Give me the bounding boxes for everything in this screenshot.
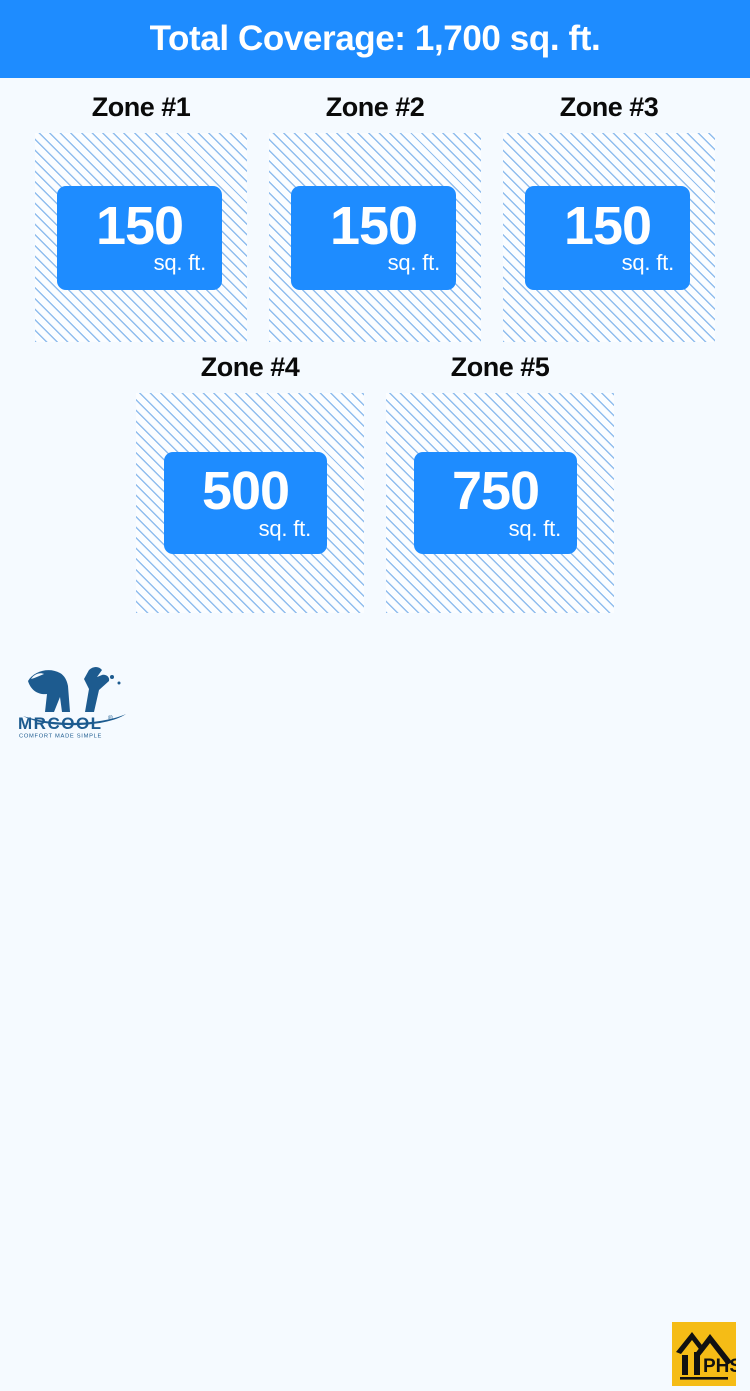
registered-trademark-icon: ® — [108, 714, 113, 722]
zone-row-top: Zone #1 150 sq. ft. Zone #2 150 sq. ft. … — [0, 78, 750, 342]
polar-bear-icon: MRCOOL ® COMFORT MADE SIMPLE — [18, 667, 126, 740]
zone-card-4[interactable]: Zone #4 500 sq. ft. — [136, 354, 364, 613]
zone-hatch-panel: 150 sq. ft. — [503, 133, 715, 342]
zone-card-3[interactable]: Zone #3 150 sq. ft. — [503, 94, 715, 342]
footer: MRCOOL ® COMFORT MADE SIMPLE PHS — [0, 650, 750, 1386]
zone-hatch-panel: 500 sq. ft. — [136, 393, 364, 613]
zone-value-card[interactable]: 150 sq. ft. — [291, 185, 456, 290]
zone-value-card[interactable]: 750 sq. ft. — [414, 452, 577, 554]
zone-label: Zone #3 — [559, 92, 659, 122]
zone-label: Zone #5 — [450, 352, 550, 382]
zone-card-1[interactable]: Zone #1 150 sq. ft. — [35, 94, 247, 342]
page-title: Total Coverage: 1,700 sq. ft. — [149, 18, 601, 58]
zone-hatch-panel: 750 sq. ft. — [386, 393, 614, 613]
zone-hatch-panel: 150 sq. ft. — [35, 133, 247, 342]
mrcool-wordmark-text: MRCOOL — [18, 714, 103, 733]
zone-value-card[interactable]: 150 sq. ft. — [525, 185, 690, 290]
header-banner: Total Coverage: 1,700 sq. ft. — [0, 0, 750, 78]
zone-value: 150 — [329, 195, 418, 256]
zone-value-card[interactable]: 500 sq. ft. — [164, 452, 327, 554]
zone-value: 150 — [563, 195, 652, 256]
zone-row-bottom: Zone #4 500 sq. ft. Zone #5 750 sq. ft. — [0, 342, 750, 613]
zone-unit: sq. ft. — [258, 515, 312, 541]
zone-card-2[interactable]: Zone #2 150 sq. ft. — [269, 94, 481, 342]
zone-card-5[interactable]: Zone #5 750 sq. ft. — [386, 354, 614, 613]
zone-unit: sq. ft. — [153, 250, 207, 276]
zone-hatch-panel: 150 sq. ft. — [269, 133, 481, 342]
house-roof-icon: PHS — [676, 1332, 742, 1380]
phs-logo: PHS — [672, 1322, 742, 1386]
phs-text: PHS — [703, 1356, 736, 1377]
mrcool-logo: MRCOOL ® COMFORT MADE SIMPLE — [14, 664, 139, 740]
zone-label: Zone #1 — [91, 92, 191, 122]
zone-unit: sq. ft. — [387, 250, 441, 276]
zone-value: 500 — [201, 461, 290, 522]
zones-stage: Zone #1 150 sq. ft. Zone #2 150 sq. ft. … — [0, 78, 750, 650]
zone-value: 150 — [95, 195, 184, 256]
zone-label: Zone #2 — [325, 92, 425, 122]
zone-value: 750 — [451, 461, 540, 522]
zone-label: Zone #4 — [200, 352, 300, 382]
mrcool-tagline-text: COMFORT MADE SIMPLE — [19, 734, 102, 740]
zone-unit: sq. ft. — [508, 515, 562, 541]
zone-value-card[interactable]: 150 sq. ft. — [57, 185, 222, 290]
zone-unit: sq. ft. — [621, 250, 675, 276]
